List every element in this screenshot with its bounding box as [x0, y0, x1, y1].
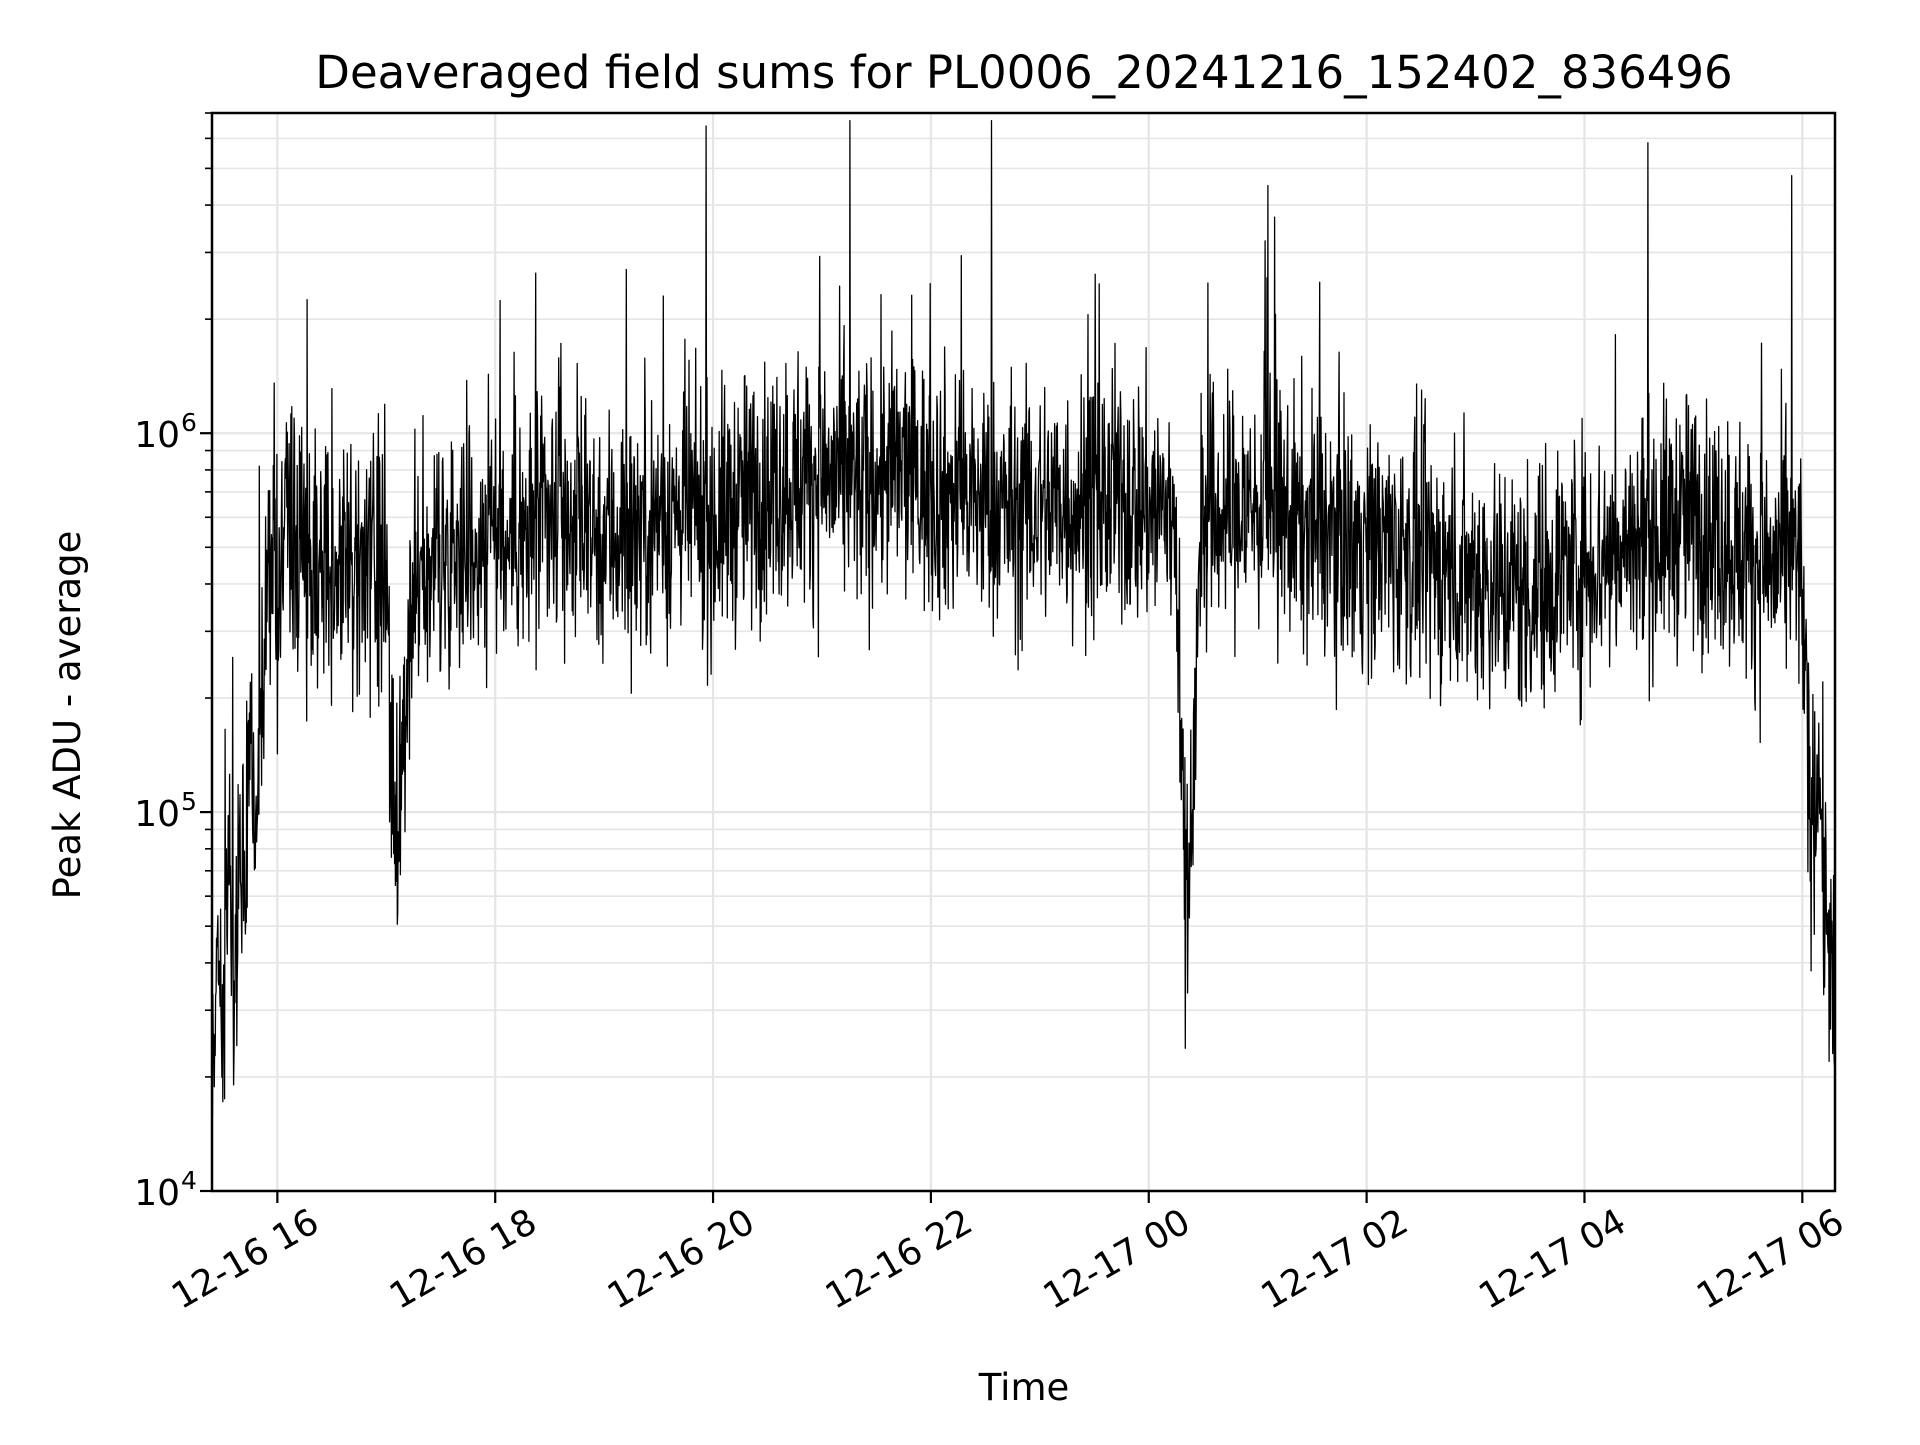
x-axis-label: Time — [978, 1366, 1070, 1409]
x-tick-label: 12-17 04 — [1472, 1201, 1633, 1317]
y-tick-exponent: 4 — [181, 1166, 197, 1195]
x-tick-label: 12-17 06 — [1690, 1201, 1851, 1317]
y-tick-label: 10 — [134, 794, 180, 835]
x-tick-label: 12-17 02 — [1254, 1201, 1415, 1317]
y-tick-exponent: 5 — [181, 787, 197, 816]
y-axis-label: Peak ADU - average — [46, 531, 89, 900]
x-tick-label: 12-16 18 — [383, 1201, 544, 1317]
chart-title: Deaveraged field sums for PL0006_2024121… — [315, 46, 1732, 99]
y-tick-base: 10 — [134, 1173, 180, 1214]
x-tick-label: 12-16 22 — [819, 1201, 980, 1317]
y-tick-base: 10 — [134, 794, 180, 835]
x-tick-label: 12-16 20 — [601, 1201, 762, 1317]
y-tick-label: 10 — [134, 1173, 180, 1214]
series-line — [211, 119, 1836, 1118]
y-tick-label: 10 — [134, 415, 180, 456]
data-layer — [211, 119, 1836, 1118]
x-tick-label: 12-17 00 — [1037, 1201, 1198, 1317]
x-tick-label: 12-16 16 — [165, 1201, 326, 1317]
y-tick-base: 10 — [134, 415, 180, 456]
y-tick-exponent: 6 — [181, 408, 197, 437]
grid-layer — [212, 112, 1835, 1193]
plot-frame — [210, 111, 1837, 1193]
